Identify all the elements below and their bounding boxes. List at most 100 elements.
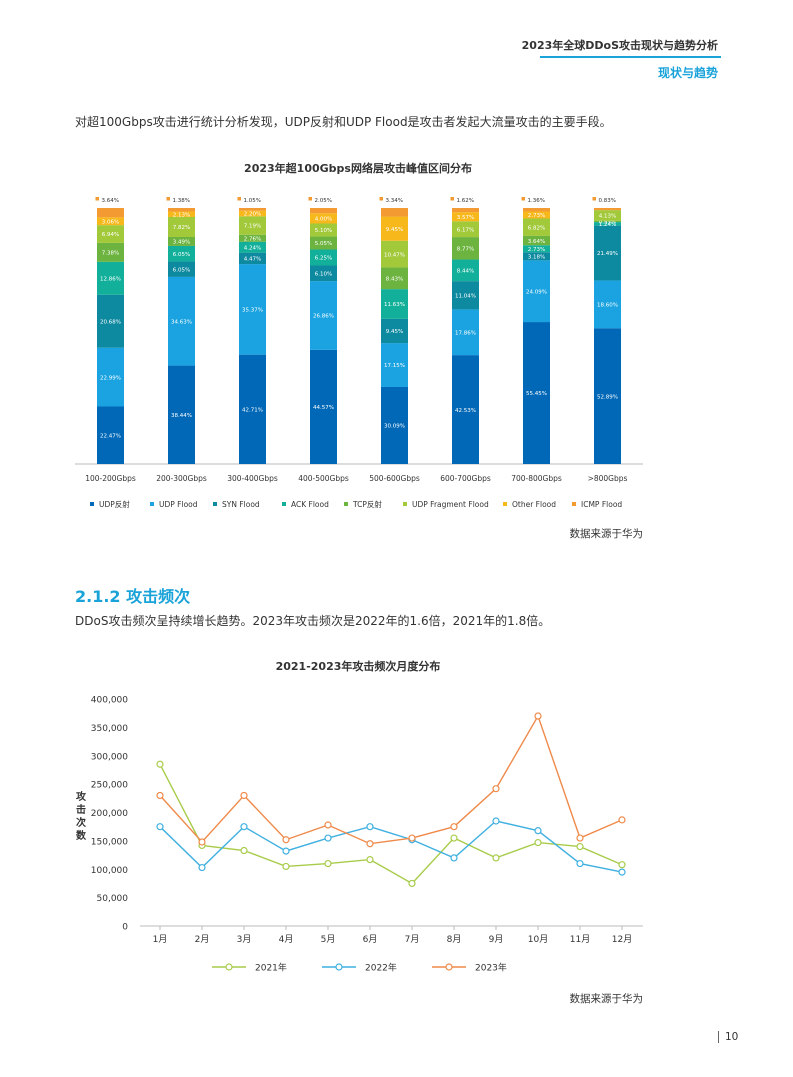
- bar-segment-label: 2.73%: [528, 247, 545, 253]
- bar-segment-label: 7.19%: [244, 224, 261, 230]
- bar-top-label: 1.05%: [244, 198, 261, 204]
- bar-segment-label: 2.20%: [244, 212, 261, 218]
- y-tick-label: 150,000: [91, 837, 128, 847]
- series-point: [156, 791, 164, 800]
- line-series: [156, 760, 626, 888]
- bar-segment: [239, 210, 266, 217]
- bar-stack: 55.45% 24.09% 3.18% 2.73% 3.64% 6.82% 2.73% 1.3…: [521, 197, 550, 464]
- bar-segment-label: 22.99%: [100, 375, 121, 381]
- bar-top-marker: [166, 197, 170, 201]
- y-tick-label: 50,000: [97, 894, 129, 904]
- frequency-paragraph: DDoS攻击频次呈持续增长趋势。2023年攻击频次是2022年的1.6倍，202…: [75, 614, 551, 628]
- legend-label: ACK Flood: [291, 500, 329, 509]
- line-legend-item: 2023年: [432, 962, 507, 974]
- legend-swatch: [282, 502, 286, 506]
- series-point: [240, 791, 248, 800]
- bar-segment-label: 4.13%: [599, 214, 616, 220]
- bar-segment: [452, 221, 479, 238]
- bar-segment: [381, 343, 408, 387]
- bar-segment-label: 5.10%: [315, 228, 332, 234]
- bar-segment-label: 8.77%: [457, 247, 474, 253]
- bar-segment: [381, 386, 408, 464]
- bar-segment-label: 20.68%: [100, 319, 121, 325]
- bar-top-marker: [95, 197, 99, 201]
- bar-top-label: 1.36%: [528, 198, 545, 204]
- line-legend-item: 2021年: [212, 962, 287, 974]
- bar-segment: [310, 249, 337, 266]
- bar-top-marker: [450, 197, 454, 201]
- legend-marker: [225, 963, 233, 971]
- bar-segment: [381, 216, 408, 241]
- bar-segment: [168, 245, 195, 262]
- series-point: [282, 836, 290, 844]
- x-tick-label: 8月: [447, 934, 462, 945]
- series-point: [450, 823, 458, 831]
- legend-label: ICMP Flood: [581, 500, 622, 509]
- bar-top-label: 1.38%: [173, 198, 190, 204]
- bar-segment-label: 12.86%: [100, 276, 121, 282]
- bar-segment-label: 42.53%: [455, 408, 476, 414]
- x-tick-label: 2月: [195, 934, 210, 945]
- bar-segment: [594, 225, 621, 281]
- bar-segment-label: 6.05%: [173, 252, 190, 258]
- bar-segment-label: 42.71%: [242, 408, 263, 414]
- series-point: [282, 862, 290, 871]
- bar-segment-label: 35.37%: [242, 308, 263, 314]
- x-tick-label: 1月: [153, 934, 168, 945]
- series-point: [534, 827, 542, 835]
- series-point: [534, 712, 542, 720]
- bar-segment-label: 6.25%: [315, 256, 332, 262]
- series-point: [492, 785, 500, 793]
- series-point: [450, 834, 458, 842]
- bar-segment-label: 1.24%: [599, 222, 616, 228]
- bar-category-label: 600-700Gbps: [440, 474, 491, 483]
- source-note-line-chart: 数据来源于华为: [569, 993, 644, 1005]
- y-tick-label: 350,000: [91, 724, 128, 734]
- bar-top-label: 3.64%: [102, 198, 119, 204]
- bar-segment: [594, 328, 621, 464]
- series-point: [198, 838, 206, 846]
- bar-segment: [310, 265, 337, 282]
- x-tick-label: 11月: [570, 934, 590, 945]
- bar-segment-label: 24.09%: [526, 289, 547, 295]
- bar-stack: 38.44% 34.63% 6.05% 6.05% 3.49% 7.82% 2.13% 1.3…: [166, 197, 195, 464]
- series-line: [159, 714, 623, 845]
- bar-segment: [381, 240, 408, 268]
- bar-segment: [452, 208, 479, 213]
- bar-segment: [97, 294, 124, 348]
- footer-divider: [718, 1031, 719, 1043]
- series-point: [366, 856, 374, 864]
- bar-segment: [523, 218, 550, 236]
- bar-segment-label: 11.04%: [455, 293, 476, 299]
- bar-segment: [168, 276, 195, 366]
- series-point: [576, 834, 584, 842]
- x-tick-label: 4月: [279, 934, 294, 945]
- bar-segment: [452, 212, 479, 222]
- legend-marker: [445, 963, 453, 971]
- x-tick-label: 9月: [489, 934, 504, 945]
- bar-stack: 42.71% 35.37% 4.47% 4.24% 2.76% 7.19% 2.20% 1.0…: [237, 197, 266, 464]
- bar-stack: 52.89% 18.60% 21.49% 1.24%0.53%4.13% 0.83%: [592, 197, 621, 464]
- bar-segment-label: 7.82%: [173, 225, 190, 231]
- bar-segment: [594, 222, 621, 226]
- bar-segment-label: 6.17%: [457, 227, 474, 233]
- series-point: [324, 821, 332, 829]
- bar-stack: 30.09% 17.15% 9.45% 11.63% 8.43% 10.47% 9.45% 3…: [379, 197, 408, 464]
- bar-segment-label: 21.49%: [597, 251, 618, 257]
- bar-segment: [381, 267, 408, 290]
- series-point: [576, 859, 584, 868]
- bar-segment: [97, 242, 124, 262]
- bar-top-label: 0.83%: [599, 198, 616, 204]
- bar-segment: [594, 280, 621, 329]
- bar-segment: [310, 349, 337, 464]
- bar-category-label: 400-500Gbps: [298, 474, 349, 483]
- bar-category-label: 200-300Gbps: [156, 474, 207, 483]
- bar-top-label: 2.05%: [315, 198, 332, 204]
- x-tick-label: 3月: [237, 934, 252, 945]
- series-point: [324, 834, 332, 842]
- line-chart-title: 2021-2023年攻击频次月度分布: [276, 659, 441, 673]
- bar-chart-title: 2023年超100Gbps网络层攻击峰值区间分布: [244, 161, 472, 175]
- header-divider: [540, 56, 721, 58]
- x-tick-label: 12月: [612, 934, 632, 945]
- y-tick-label: 200,000: [91, 809, 128, 819]
